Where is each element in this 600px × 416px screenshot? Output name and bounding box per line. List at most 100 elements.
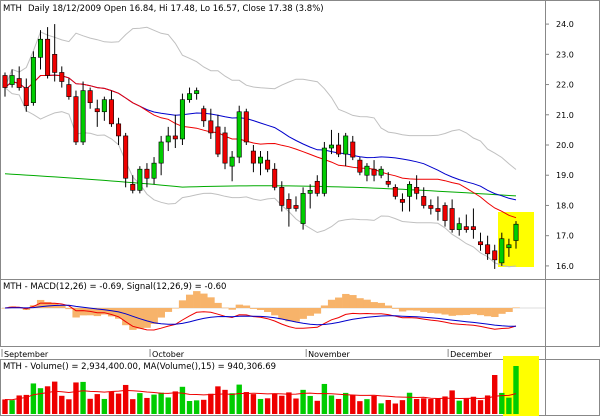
volume-bar-down [94, 394, 100, 414]
candle-down [442, 205, 448, 221]
macd-histogram-bar [327, 299, 336, 308]
volume-bar-down [2, 399, 8, 414]
candle-down [385, 180, 391, 185]
month-label: October [152, 350, 185, 359]
macd-histogram-bar [235, 304, 244, 308]
candle-down [208, 120, 214, 134]
volume-bar-down [264, 398, 271, 414]
macd-histogram-bar [79, 308, 87, 316]
macd-histogram-bar [242, 305, 251, 308]
candle-down [23, 87, 29, 107]
candle-down [250, 150, 256, 164]
volume-bar-down [463, 398, 470, 414]
macd-histogram-bar [264, 308, 272, 313]
month-label: November [308, 350, 350, 359]
volume-bar-up [513, 366, 519, 414]
macd-histogram-bar [285, 308, 293, 322]
volume-bar-up [137, 393, 143, 414]
lower-bollinger-band [4, 87, 517, 268]
macd-histogram-bar [200, 293, 208, 308]
macd-histogram-bar [491, 308, 499, 318]
macd-histogram-bar [455, 308, 464, 316]
macd-header: MTH - MACD(12,26) = -0.69, Signal(12,26,… [3, 282, 226, 292]
macd-histogram-bar [164, 308, 173, 312]
volume-bar-up [456, 400, 462, 414]
volume-bar-down [144, 397, 150, 414]
macd-histogram-bar [100, 308, 109, 315]
candle-up [499, 238, 505, 264]
volume-bar-down [87, 398, 93, 414]
volume-bar-up [30, 383, 37, 414]
volume-bar-down [470, 396, 477, 414]
volume-bar-up [257, 398, 264, 414]
macd-histogram-bar [122, 308, 130, 326]
volume-bar-up [499, 392, 505, 414]
volume-bar-down [428, 399, 434, 414]
macd-histogram-bar [72, 308, 80, 318]
candle-up [257, 156, 264, 164]
macd-histogram-bar [391, 308, 400, 309]
volume-bar-up [321, 383, 328, 414]
volume-bar-up [80, 381, 86, 414]
candle-down [435, 208, 441, 212]
macd-histogram-bar [370, 302, 378, 308]
volume-bar-down [172, 391, 179, 414]
volume-bar-up [158, 392, 164, 414]
volume-bar-down [122, 384, 129, 414]
volume-bar-down [371, 395, 377, 414]
candle-up [328, 144, 334, 149]
volume-bar-down [51, 381, 58, 414]
volume-bar-down [357, 401, 363, 414]
volume-bar-up [506, 397, 512, 414]
candle-up [343, 135, 349, 155]
macd-histogram-bar [271, 308, 279, 316]
price-tick-label: 16.0 [556, 262, 574, 271]
candle-down [399, 199, 405, 203]
price-tick-label: 24.0 [556, 20, 574, 29]
price-tick-label: 23.0 [556, 50, 574, 59]
candle-down [414, 187, 420, 194]
candle-down [350, 141, 356, 158]
macd-histogram-bar [65, 308, 73, 310]
macd-histogram-bar [484, 308, 492, 317]
macd-histogram-bar [320, 305, 329, 308]
macd-histogram-bar [107, 308, 116, 317]
volume-bar-down [492, 375, 498, 414]
volume-bar-up [342, 392, 349, 414]
candle-down [116, 123, 122, 137]
candle-down [2, 75, 8, 88]
ma-long-line [4, 173, 517, 197]
candle-down [371, 168, 377, 176]
candle-down [66, 84, 72, 97]
volume-bar-up [101, 398, 108, 414]
candle-up [513, 223, 519, 241]
macd-histogram-bar [171, 308, 180, 309]
candle-down [478, 241, 484, 246]
candle-up [101, 99, 107, 113]
volume-bar-up [300, 389, 306, 414]
macd-histogram-bar [427, 308, 435, 313]
volume-bar-down [16, 395, 22, 414]
macd-histogram-bar [36, 299, 45, 308]
volume-bar-down [243, 392, 250, 414]
price-header: MTH [3, 4, 22, 14]
volume-bar-down [215, 386, 221, 414]
macd-histogram-bar [363, 299, 371, 308]
volume-bar-up [37, 388, 44, 414]
candle-down [87, 90, 93, 103]
macd-line [4, 302, 517, 331]
candle-down [144, 168, 150, 179]
candle-down [336, 144, 342, 155]
macd-histogram-bar [278, 308, 286, 320]
candle-down [201, 108, 207, 122]
candle-down [123, 135, 129, 179]
macd-histogram-bar [512, 307, 520, 308]
candle-up [9, 75, 15, 85]
macd-histogram-bar [349, 295, 357, 308]
macd-histogram-bar [342, 293, 350, 308]
candle-down [45, 38, 51, 76]
volume-bar-up [193, 400, 200, 414]
volume-bar-down [271, 393, 278, 414]
candle-up [158, 141, 164, 164]
macd-histogram-bar [228, 308, 236, 310]
